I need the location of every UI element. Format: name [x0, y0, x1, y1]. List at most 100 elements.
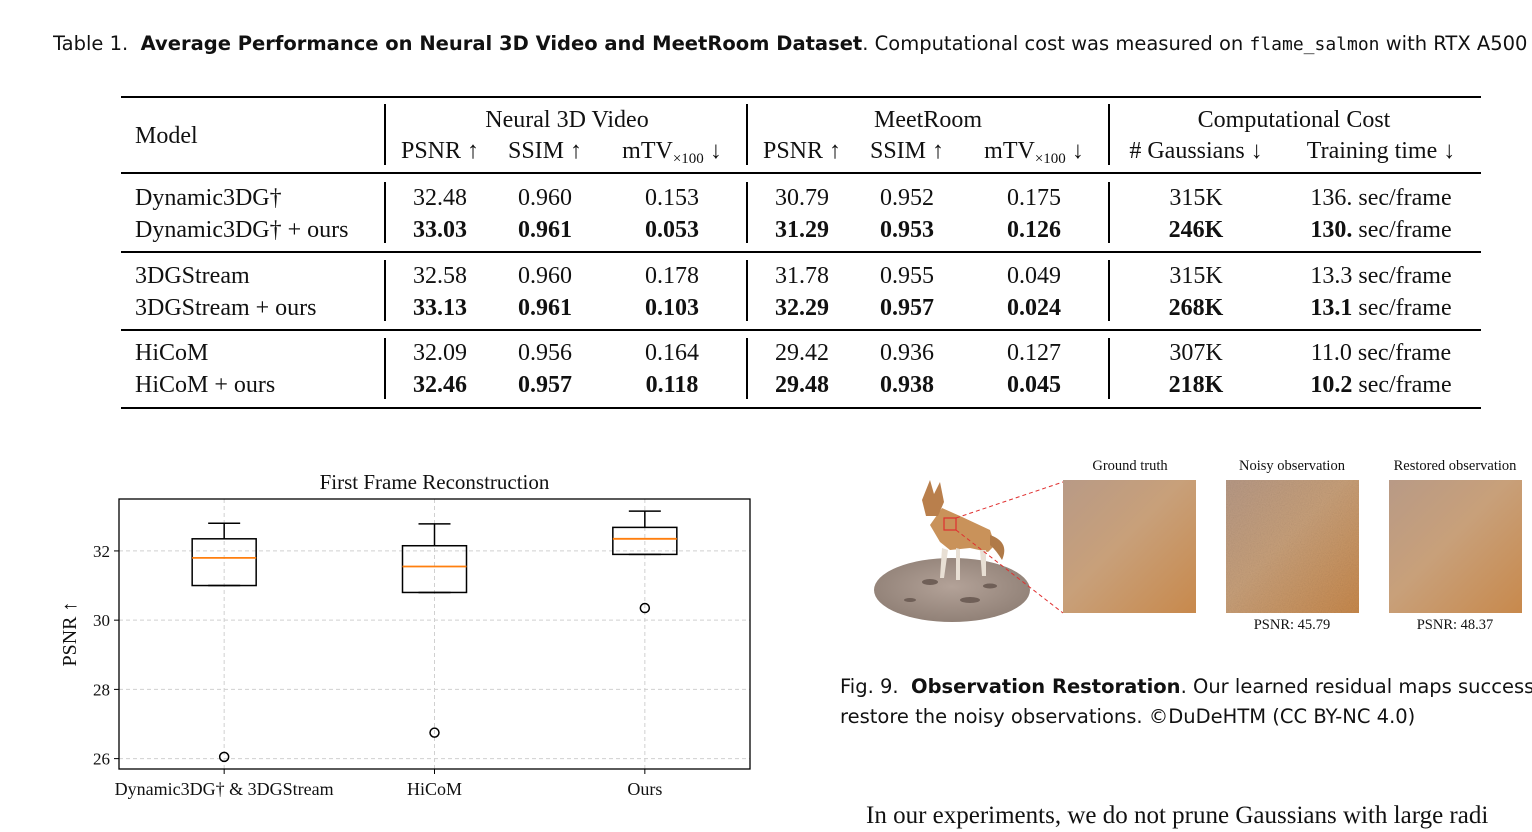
table-col-divider: [384, 338, 386, 399]
mtv-main: mTV: [622, 138, 673, 164]
table-col-divider: [384, 104, 386, 165]
table-cell: 315K: [1169, 263, 1223, 289]
training-time-cell: 136. sec/frame: [1310, 183, 1451, 213]
chart-title: First Frame Reconstruction: [320, 470, 550, 494]
model-name-cell: 3DGStream: [135, 263, 250, 289]
ground-truth-patch: [1063, 480, 1196, 613]
table-col-divider: [1108, 338, 1110, 399]
fox-tail-shape: [990, 535, 1005, 560]
table-cell: 29.48: [775, 372, 829, 398]
box-outlier: [639, 602, 651, 614]
table-cell: 32.09: [413, 340, 467, 366]
y-tick-label: 32: [93, 542, 110, 561]
x-tick-label: Dynamic3DG† & 3DGStream: [115, 779, 334, 799]
ssim-header: SSIM ↑: [507, 138, 583, 164]
table-cell: 315K: [1169, 185, 1223, 211]
patch-fill: [1063, 480, 1196, 613]
model-name-cell: Dynamic3DG†: [135, 185, 282, 211]
fig9-caption-label: Fig. 9.: [840, 675, 899, 698]
noisy-psnr-label: PSNR: 45.79: [1253, 617, 1331, 633]
training-time-cell: 13.1 sec/frame: [1310, 293, 1451, 323]
model-name-cell: HiCoM: [135, 340, 209, 366]
disc-texture: [960, 597, 980, 603]
restored-observation-label: Restored observation: [1393, 458, 1517, 474]
table-cell: 0.955: [880, 263, 934, 289]
mtv-sub: ×100: [672, 151, 704, 167]
noisy-observation-patch: [1226, 480, 1359, 613]
table-cell: 0.164: [645, 340, 699, 366]
table-col-divider: [1108, 260, 1110, 321]
fig9-figure: [874, 480, 1064, 622]
group-header-meetroom: MeetRoom: [874, 107, 982, 133]
table-caption-code: flame_salmon: [1249, 34, 1380, 55]
y-axis-label: PSNR ↑: [59, 601, 81, 666]
mtv-header: mTV×100 ↓: [622, 136, 722, 169]
box-outlier: [218, 751, 230, 763]
training-time-value: 13.1: [1310, 295, 1353, 321]
table-col-divider: [746, 104, 748, 165]
model-header: Model: [135, 123, 198, 149]
zoom-line: [955, 481, 1064, 519]
training-time-value: 11.0: [1310, 340, 1352, 366]
table-cell: 33.13: [413, 295, 467, 321]
box-iqr: [191, 538, 257, 587]
fig9-caption-line2: restore the noisy observations. ©DuDeHTM…: [840, 705, 1416, 728]
table-cell: 31.29: [775, 217, 829, 243]
table-cell: 0.118: [645, 372, 699, 398]
gaussians-header: # Gaussians ↓: [1129, 138, 1263, 164]
table-cell: 0.178: [645, 263, 699, 289]
table-cell: 0.175: [1007, 185, 1061, 211]
y-tick-label: 26: [93, 750, 110, 769]
training-time-unit: sec/frame: [1352, 263, 1452, 289]
training-time-unit: sec/frame: [1352, 185, 1452, 211]
fox-render-image: [874, 480, 1064, 622]
x-tick-label: HiCoM: [407, 779, 462, 799]
box-outlier: [429, 727, 440, 738]
table-bottom-rule: [121, 407, 1481, 409]
table-cell: 32.29: [775, 295, 829, 321]
table-caption: Table 1. Average Performance on Neural 3…: [53, 31, 1532, 58]
table-cell: 0.957: [880, 295, 934, 321]
table-cell: 0.961: [518, 295, 572, 321]
table-cell: 32.48: [413, 185, 467, 211]
patch-fill: [1389, 480, 1522, 613]
training-time-cell: 10.2 sec/frame: [1310, 370, 1451, 400]
table-caption-title: Average Performance on Neural 3D Video a…: [140, 32, 863, 55]
table-cell: 32.46: [413, 372, 467, 398]
fox-head-shape: [922, 480, 944, 516]
psnr-header: PSNR ↑: [400, 138, 480, 164]
table-cell: 307K: [1169, 340, 1223, 366]
fox-legs-shape: [940, 548, 986, 580]
table-caption-label: Table 1.: [53, 32, 129, 55]
table-cell: 0.957: [518, 372, 572, 398]
fig9-caption-title: Observation Restoration: [911, 675, 1181, 698]
table-cell: 0.045: [1007, 372, 1061, 398]
training-time-value: 136.: [1310, 185, 1353, 211]
psnr-header: PSNR ↑: [762, 138, 842, 164]
fig9-caption: Fig. 9. Observation Restoration. Our lea…: [840, 672, 1532, 732]
group-header-cost: Computational Cost: [1197, 107, 1391, 133]
body-paragraph: In our experiments, we do not prune Gaus…: [866, 802, 1489, 829]
table-cell: 0.938: [880, 372, 934, 398]
table-col-divider: [746, 338, 748, 399]
table-caption-text: . Computational cost was measured on: [862, 32, 1250, 55]
table-cell: 0.053: [645, 217, 699, 243]
table-cell: 33.03: [413, 217, 467, 243]
table-cell: 0.956: [518, 340, 572, 366]
table-cell: 0.952: [880, 185, 934, 211]
restored-observation-patch: [1389, 480, 1522, 613]
training-time-cell: 130. sec/frame: [1310, 215, 1451, 245]
mtv-sub: ×100: [1034, 151, 1066, 167]
table-cell: 29.42: [775, 340, 829, 366]
box-iqr: [401, 544, 468, 594]
group-header-n3dv: Neural 3D Video: [485, 107, 649, 133]
table-cell: 218K: [1168, 372, 1224, 398]
table-cell: 0.953: [880, 217, 934, 243]
y-tick-label: 28: [93, 680, 110, 699]
training-time-unit: sec/frame: [1352, 295, 1452, 321]
training-time-cell: 11.0 sec/frame: [1311, 338, 1451, 368]
patch-fill: [1226, 480, 1359, 613]
model-name-cell: Dynamic3DG† + ours: [135, 217, 349, 243]
box-plot-chart: 26 28 30 32 Dynamic3DG† & 3DGStream HiCoM Ours…: [59, 470, 751, 799]
zoom-line: [955, 529, 1064, 614]
